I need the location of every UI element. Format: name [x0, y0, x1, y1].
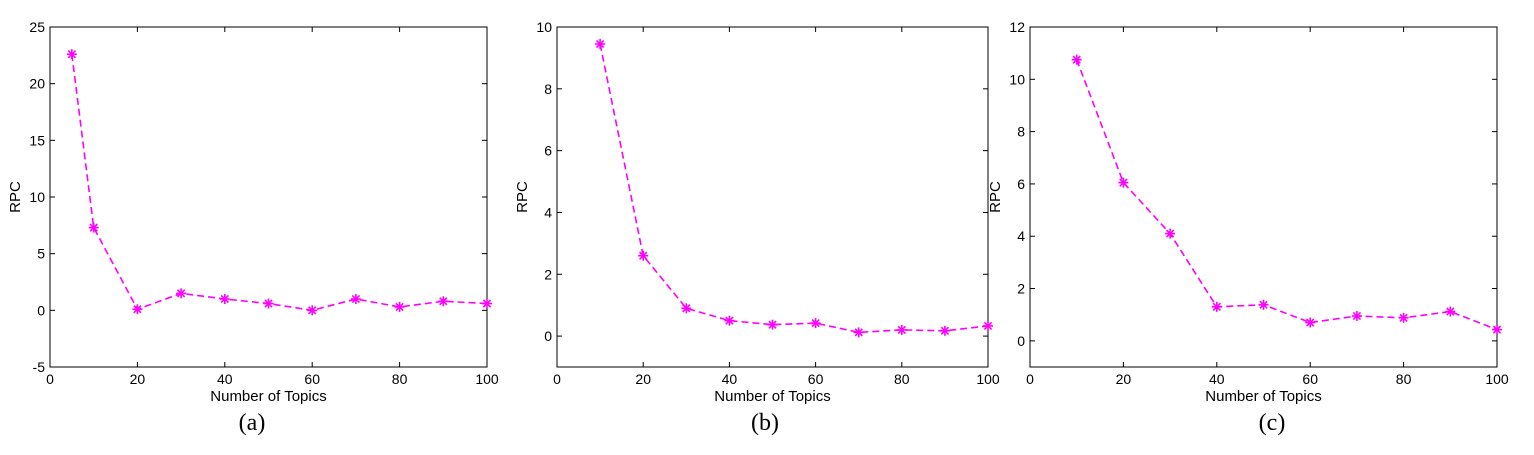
data-point: [394, 301, 405, 312]
data-point: [438, 296, 449, 307]
y-tick-label: 8: [1017, 124, 1025, 140]
x-tick-label: 60: [1302, 371, 1318, 387]
data-point: [1071, 54, 1082, 65]
y-tick-label: 6: [544, 143, 552, 159]
data-point: [853, 327, 864, 338]
x-tick-label: 20: [1116, 371, 1132, 387]
y-tick-label: 0: [37, 302, 45, 318]
panel-caption: (c): [1259, 410, 1286, 436]
data-point: [681, 303, 692, 314]
y-tick-label: 12: [1009, 19, 1025, 35]
data-point: [1305, 317, 1316, 328]
data-point: [1258, 299, 1269, 310]
data-point: [638, 250, 649, 261]
x-tick-label: 40: [217, 371, 233, 387]
y-tick-label: 0: [1017, 333, 1025, 349]
x-tick-label: 100: [976, 371, 1000, 387]
data-point: [176, 288, 187, 299]
y-tick-label: 20: [29, 76, 45, 92]
y-axis-label: RPC: [514, 181, 531, 213]
data-point: [810, 318, 821, 329]
x-axis-label: Number of Topics: [714, 388, 830, 405]
x-tick-label: 20: [635, 371, 651, 387]
y-tick-label: 15: [29, 132, 45, 148]
y-tick-label: 10: [1009, 71, 1025, 87]
x-tick-label: 80: [894, 371, 910, 387]
x-tick-label: 60: [808, 371, 824, 387]
data-point: [1398, 312, 1409, 323]
data-point: [767, 319, 778, 330]
x-tick-label: 40: [722, 371, 738, 387]
y-tick-label: 2: [544, 266, 552, 282]
x-tick-label: 0: [1026, 371, 1034, 387]
data-point: [1351, 311, 1362, 321]
x-tick-label: 40: [1209, 371, 1225, 387]
y-tick-label: -5: [33, 359, 46, 375]
panel-caption: (a): [239, 410, 266, 436]
data-point: [1118, 177, 1129, 188]
y-tick-label: 6: [1017, 176, 1025, 192]
data-point: [307, 305, 318, 316]
y-axis-label: RPC: [987, 181, 1004, 213]
data-point: [1211, 301, 1222, 312]
y-tick-label: 2: [1017, 281, 1025, 297]
data-point: [939, 325, 950, 336]
data-point: [1492, 324, 1502, 335]
y-axis-label: RPC: [7, 181, 24, 213]
data-point: [1445, 306, 1456, 317]
y-tick-label: 25: [29, 19, 45, 35]
y-tick-label: 8: [544, 81, 552, 97]
y-tick-label: 0: [544, 328, 552, 344]
data-point: [1165, 228, 1176, 239]
x-tick-label: 60: [304, 371, 320, 387]
x-tick-label: 0: [553, 371, 561, 387]
x-tick-label: 80: [1396, 371, 1412, 387]
data-point: [263, 298, 274, 309]
plot-frame: [49, 26, 488, 368]
x-tick-label: 20: [130, 371, 146, 387]
x-axis-label: Number of Topics: [210, 388, 326, 405]
data-point: [595, 39, 606, 49]
plot-frame: [1029, 26, 1498, 368]
data-point: [219, 294, 230, 304]
data-point: [66, 49, 77, 60]
data-point: [132, 304, 143, 315]
x-tick-label: 100: [1485, 371, 1509, 387]
data-point: [896, 324, 907, 335]
y-tick-label: 10: [29, 189, 45, 205]
series-line: [1075, 59, 1498, 331]
panel-caption: (b): [751, 410, 779, 436]
chart-panel-3: 0 20 40 60 80 100 0 2 4 6 8 10 12 Number of Topics RPC…: [987, 19, 1509, 436]
x-tick-label: 0: [46, 371, 54, 387]
y-tick-label: 4: [1017, 228, 1025, 244]
data-point: [88, 222, 99, 233]
x-axis-label: Number of Topics: [1205, 388, 1321, 405]
y-tick-label: 4: [544, 204, 552, 220]
x-tick-label: 80: [392, 371, 408, 387]
y-tick-label: 10: [536, 19, 552, 35]
plot-frame: [556, 26, 989, 368]
chart-panel-2: 0 20 40 60 80 100 0 2 4 6 8 10 Number of Topics RPC (b…: [514, 19, 1000, 436]
data-point: [350, 294, 361, 304]
data-point: [482, 298, 492, 309]
data-point: [724, 315, 735, 326]
data-point: [983, 320, 993, 331]
y-tick-label: 5: [37, 246, 45, 262]
x-tick-label: 100: [475, 371, 499, 387]
